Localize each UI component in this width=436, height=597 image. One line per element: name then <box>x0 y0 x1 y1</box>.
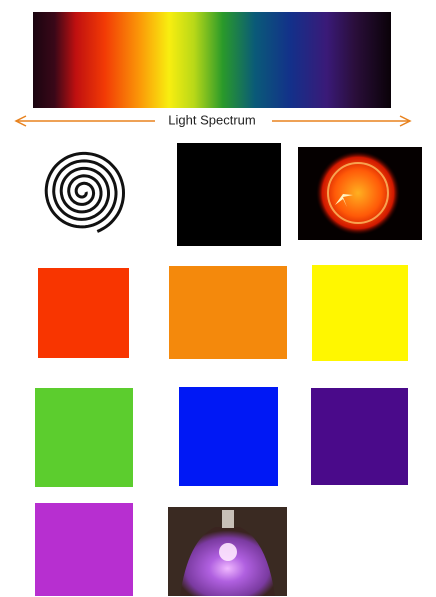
spectrum-bar <box>33 12 391 108</box>
green-square <box>35 388 133 487</box>
spiral-line <box>44 151 126 233</box>
violet-square <box>35 503 133 596</box>
indigo-square <box>311 388 408 485</box>
spectrum-arrows <box>14 115 412 127</box>
spectrum-label: Light Spectrum <box>168 112 255 127</box>
lamp-image <box>168 507 287 596</box>
black-square <box>177 143 281 246</box>
blue-square <box>179 387 278 486</box>
spiral-image <box>44 151 126 233</box>
red-square <box>38 268 129 358</box>
yellow-square <box>312 265 408 361</box>
orange-square <box>169 266 287 359</box>
sun-image <box>298 147 422 240</box>
